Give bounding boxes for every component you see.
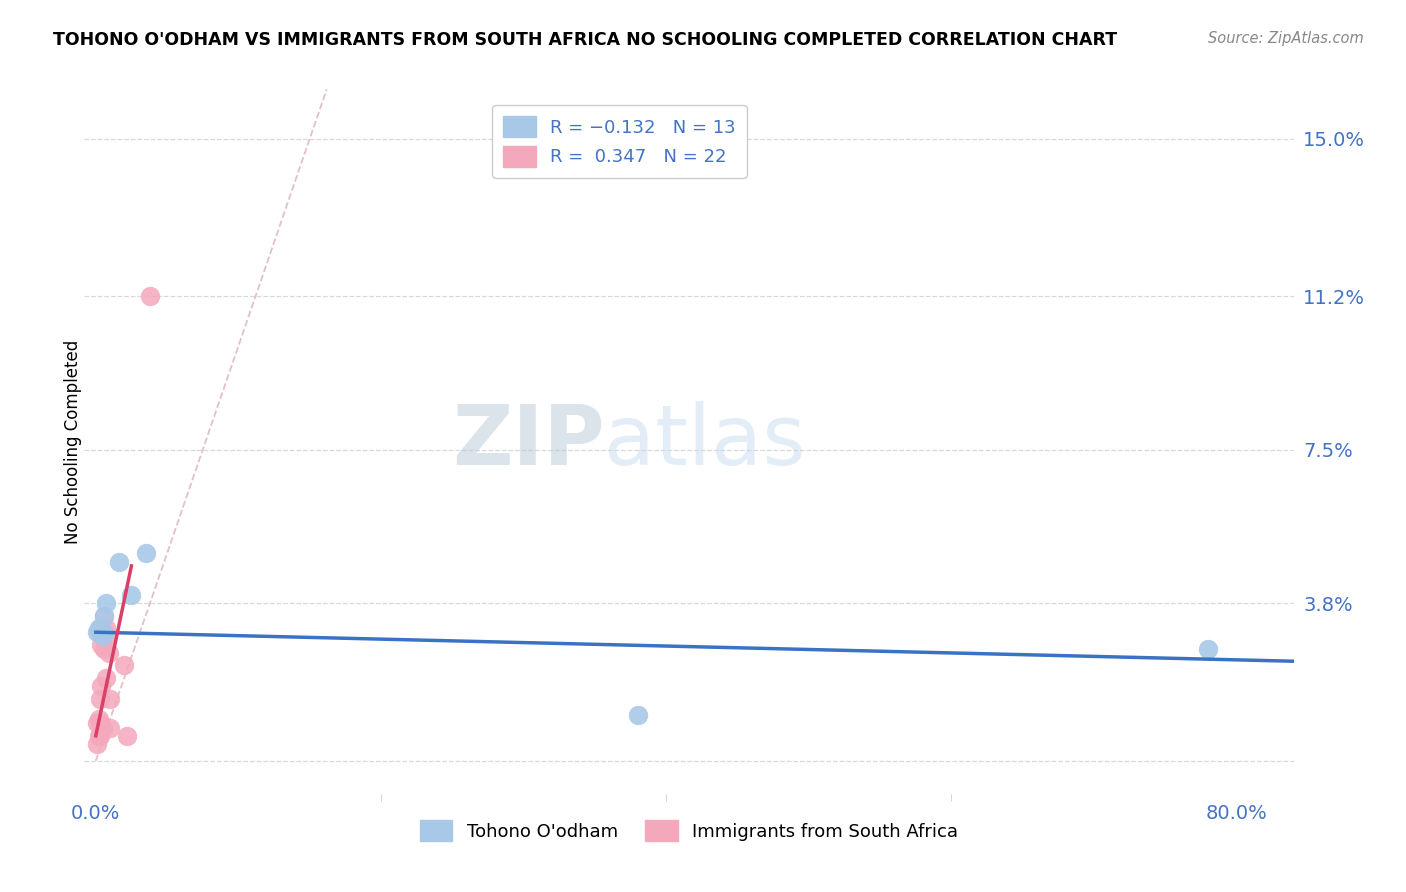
- Point: [94, 621, 117, 635]
- Point: [90, 679, 112, 693]
- Y-axis label: No Schooling Completed: No Schooling Completed: [65, 340, 82, 543]
- Point: [90, 638, 112, 652]
- Point: [120, 588, 142, 602]
- Point: [89, 716, 111, 731]
- Point: [87, 729, 110, 743]
- Point: [96, 629, 118, 643]
- Point: [91, 721, 114, 735]
- Point: [93, 641, 115, 656]
- Point: [93, 608, 115, 623]
- Point: [135, 546, 157, 560]
- Point: [1197, 641, 1219, 656]
- Point: [98, 691, 121, 706]
- Point: [89, 729, 111, 743]
- Point: [89, 625, 111, 640]
- Point: [115, 729, 138, 743]
- Point: [90, 621, 112, 635]
- Point: [98, 721, 121, 735]
- Text: TOHONO O'ODHAM VS IMMIGRANTS FROM SOUTH AFRICA NO SCHOOLING COMPLETED CORRELATIO: TOHONO O'ODHAM VS IMMIGRANTS FROM SOUTH …: [53, 31, 1118, 49]
- Point: [626, 708, 648, 723]
- Point: [86, 625, 108, 640]
- Legend: Tohono O'odham, Immigrants from South Africa: Tohono O'odham, Immigrants from South Af…: [413, 813, 965, 848]
- Text: ZIP: ZIP: [451, 401, 605, 482]
- Point: [139, 289, 162, 303]
- Point: [94, 671, 117, 685]
- Point: [91, 625, 114, 640]
- Point: [91, 629, 114, 643]
- Point: [89, 691, 111, 706]
- Point: [97, 646, 120, 660]
- Point: [93, 608, 115, 623]
- Point: [91, 629, 114, 643]
- Text: Source: ZipAtlas.com: Source: ZipAtlas.com: [1208, 31, 1364, 46]
- Point: [87, 712, 110, 726]
- Point: [86, 716, 108, 731]
- Text: atlas: atlas: [605, 401, 806, 482]
- Point: [94, 596, 117, 610]
- Point: [107, 555, 129, 569]
- Point: [86, 737, 108, 751]
- Point: [87, 621, 110, 635]
- Point: [112, 658, 135, 673]
